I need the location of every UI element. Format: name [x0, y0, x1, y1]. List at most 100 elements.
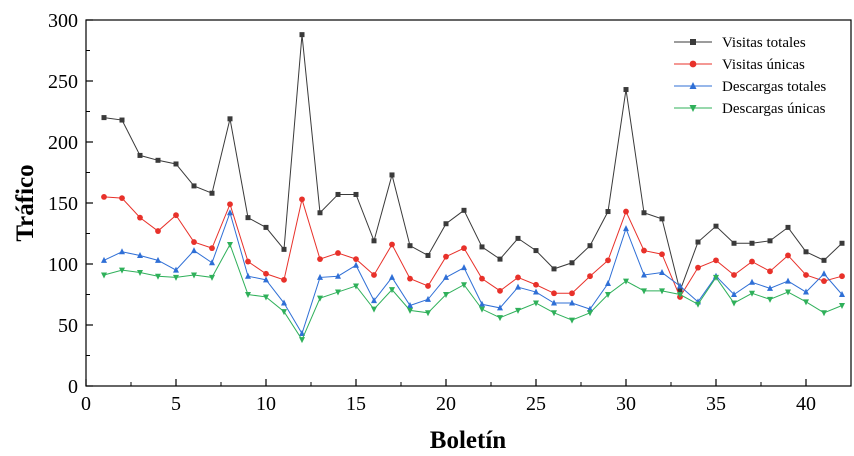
data-point — [227, 242, 233, 248]
data-point — [102, 115, 107, 120]
legend-item: Descargas únicas — [674, 101, 826, 117]
data-point — [731, 272, 737, 278]
data-point — [497, 315, 503, 321]
data-point — [245, 259, 251, 265]
data-point — [840, 241, 845, 246]
data-point — [137, 215, 143, 221]
data-point — [497, 288, 503, 294]
data-point — [804, 249, 809, 254]
data-point — [624, 87, 629, 92]
legend-label: Visitas únicas — [722, 57, 805, 73]
data-point — [299, 337, 305, 343]
data-point — [335, 250, 341, 256]
x-tick-label: 25 — [526, 393, 546, 415]
x-tick-label: 35 — [706, 393, 726, 415]
x-tick-label: 20 — [436, 393, 456, 415]
data-point — [264, 225, 269, 230]
data-point — [390, 172, 395, 177]
x-tick-label: 5 — [171, 393, 181, 415]
data-point — [425, 283, 431, 289]
data-point — [588, 243, 593, 248]
data-point — [174, 161, 179, 166]
data-point — [498, 257, 503, 262]
data-point — [119, 195, 125, 201]
data-point — [479, 276, 485, 282]
data-point — [606, 209, 611, 214]
data-point — [443, 254, 449, 260]
data-point — [173, 212, 179, 218]
data-point — [623, 225, 629, 231]
data-point — [552, 266, 557, 271]
data-point — [587, 273, 593, 279]
data-point — [317, 256, 323, 262]
data-point — [803, 272, 809, 278]
data-point — [101, 194, 107, 200]
data-point — [426, 253, 431, 258]
data-point — [299, 196, 305, 202]
y-tick-label: 0 — [68, 376, 78, 398]
y-tick-label: 50 — [58, 315, 78, 337]
data-point — [461, 245, 467, 251]
data-point — [120, 118, 125, 123]
y-tick-label: 200 — [48, 132, 78, 154]
data-point — [191, 247, 197, 253]
data-point — [462, 208, 467, 213]
y-tick-label: 100 — [48, 254, 78, 276]
data-point — [210, 191, 215, 196]
data-point — [768, 238, 773, 243]
data-point — [660, 216, 665, 221]
data-point — [821, 310, 827, 316]
data-point — [785, 278, 791, 284]
data-point — [282, 247, 287, 252]
y-tick-label: 150 — [48, 193, 78, 215]
y-tick-label: 250 — [48, 71, 78, 93]
data-point — [695, 265, 701, 271]
data-point — [641, 248, 647, 254]
plot-frame — [86, 20, 851, 386]
legend-item: Visitas únicas — [674, 57, 805, 73]
data-point — [605, 257, 611, 263]
data-point — [767, 268, 773, 274]
data-point — [156, 158, 161, 163]
x-tick-label: 30 — [616, 393, 636, 415]
data-point — [209, 245, 215, 251]
data-point — [515, 284, 521, 290]
data-point — [839, 273, 845, 279]
data-point — [336, 192, 341, 197]
x-tick-label: 15 — [346, 393, 366, 415]
data-point — [569, 290, 575, 296]
data-point — [659, 269, 665, 275]
data-point — [209, 259, 215, 265]
data-point — [623, 279, 629, 285]
data-point — [389, 242, 395, 248]
data-point — [731, 301, 737, 307]
data-point — [713, 257, 719, 263]
data-point — [281, 277, 287, 283]
data-point — [371, 272, 377, 278]
x-axis-title: Boletín — [430, 427, 506, 454]
data-point — [173, 275, 179, 281]
legend-item: Visitas totales — [674, 35, 806, 51]
data-point — [690, 61, 697, 68]
data-point — [516, 236, 521, 241]
data-point — [515, 275, 521, 281]
series-line — [104, 197, 842, 297]
data-point — [569, 318, 575, 324]
data-point — [138, 153, 143, 158]
data-point — [534, 248, 539, 253]
data-point — [821, 278, 827, 284]
y-axis-title: Tráfico — [12, 164, 39, 241]
data-point — [623, 209, 629, 215]
data-point — [533, 282, 539, 288]
data-point — [822, 258, 827, 263]
data-point — [353, 262, 359, 268]
x-tick-label: 40 — [796, 393, 816, 415]
data-point — [353, 256, 359, 262]
legend-item: Descargas totales — [674, 79, 826, 95]
data-point — [714, 224, 719, 229]
data-point — [300, 32, 305, 37]
data-point — [659, 251, 665, 257]
data-point — [425, 310, 431, 316]
data-point — [263, 294, 269, 300]
data-point — [407, 276, 413, 282]
